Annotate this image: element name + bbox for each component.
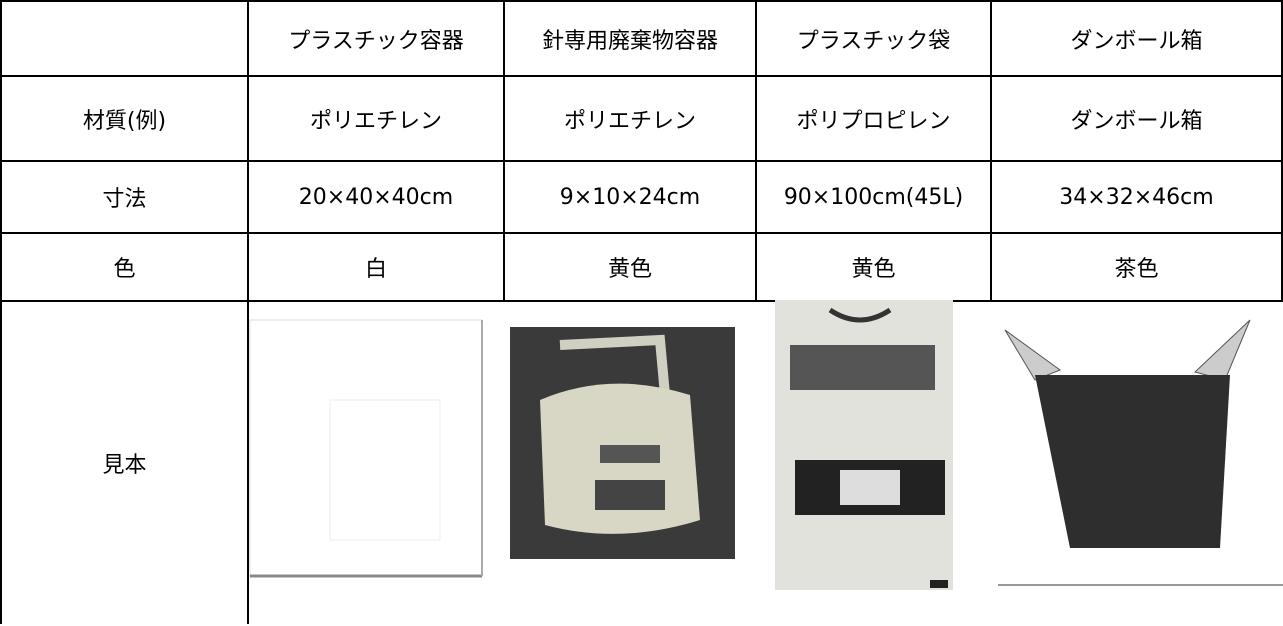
- table-cell: 黄色: [755, 232, 992, 302]
- table-cell: ポリエチレン: [503, 75, 757, 162]
- corner-cell: [0, 0, 249, 77]
- row-label: 見本: [0, 300, 249, 624]
- table-cell: 34×32×46cm: [990, 160, 1283, 234]
- plastic-container-image: [249, 319, 483, 578]
- table-cell: 9×10×24cm: [503, 160, 757, 234]
- row-label: 材質(例): [0, 75, 249, 162]
- column-header: 針専用廃棄物容器: [503, 0, 757, 77]
- table-row: 材質(例) ポリエチレン ポリエチレン ポリプロピレン ダンボール箱: [0, 75, 1283, 162]
- table-cell: ポリエチレン: [247, 75, 505, 162]
- table-cell: 20×40×40cm: [247, 160, 505, 234]
- column-header: ダンボール箱: [990, 0, 1283, 77]
- row-label: 色: [0, 232, 249, 302]
- table-row: 寸法 20×40×40cm 9×10×24cm 90×100cm(45L) 34×32×…: [0, 160, 1283, 234]
- column-header: プラスチック袋: [755, 0, 992, 77]
- table-cell: 白: [247, 232, 505, 302]
- table-cell: 茶色: [990, 232, 1283, 302]
- table-row: 色白黄色 黄色 茶色: [0, 232, 1283, 302]
- cardboard-box-image: [998, 319, 1283, 586]
- column-header: プラスチック容器: [247, 0, 505, 77]
- table-cell: 黄色: [503, 232, 757, 302]
- table-cell: ダンボール箱: [990, 75, 1283, 162]
- table-cell: ポリプロピレン: [755, 75, 992, 162]
- table-row: プラスチック容器 針専用廃棄物容器 プラスチック袋 ダンボール箱: [0, 0, 1283, 77]
- needle-container-image: [510, 327, 735, 559]
- table-cell: 90×100cm(45L): [755, 160, 992, 234]
- plastic-bag-image: [775, 300, 953, 590]
- row-label: 寸法: [0, 160, 249, 234]
